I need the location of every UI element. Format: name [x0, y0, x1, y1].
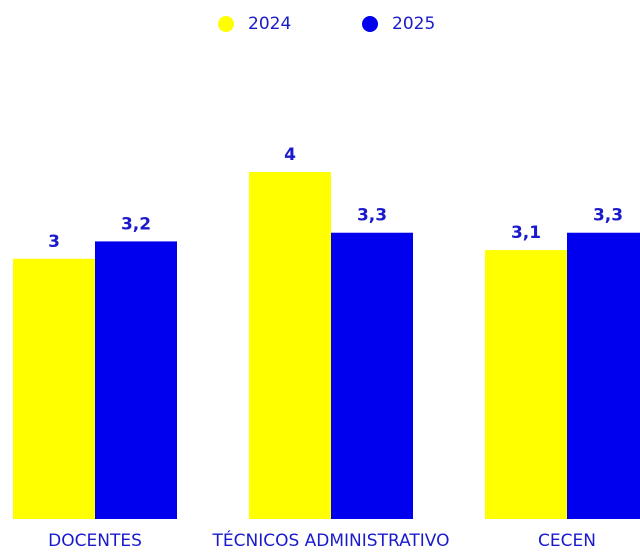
value-label: 3,2 [121, 214, 151, 234]
legend-marker [362, 16, 378, 32]
bar [13, 258, 95, 519]
bar [567, 232, 640, 519]
x-tick-label: TÉCNICOS ADMINISTRATIVO [211, 529, 449, 551]
x-tick-label: CECEN [538, 531, 596, 551]
bar [485, 250, 567, 519]
value-label: 3,3 [593, 206, 623, 226]
value-label: 4 [284, 145, 296, 165]
bar [331, 232, 413, 519]
legend-label: 2025 [392, 14, 435, 34]
legend-label: 2024 [248, 14, 291, 34]
value-label: 3,3 [357, 206, 387, 226]
bar [249, 172, 331, 519]
bar [95, 241, 177, 519]
legend-marker [218, 16, 234, 32]
value-label: 3 [48, 232, 60, 252]
value-label: 3,1 [511, 223, 541, 243]
x-tick-label: DOCENTES [48, 531, 142, 551]
